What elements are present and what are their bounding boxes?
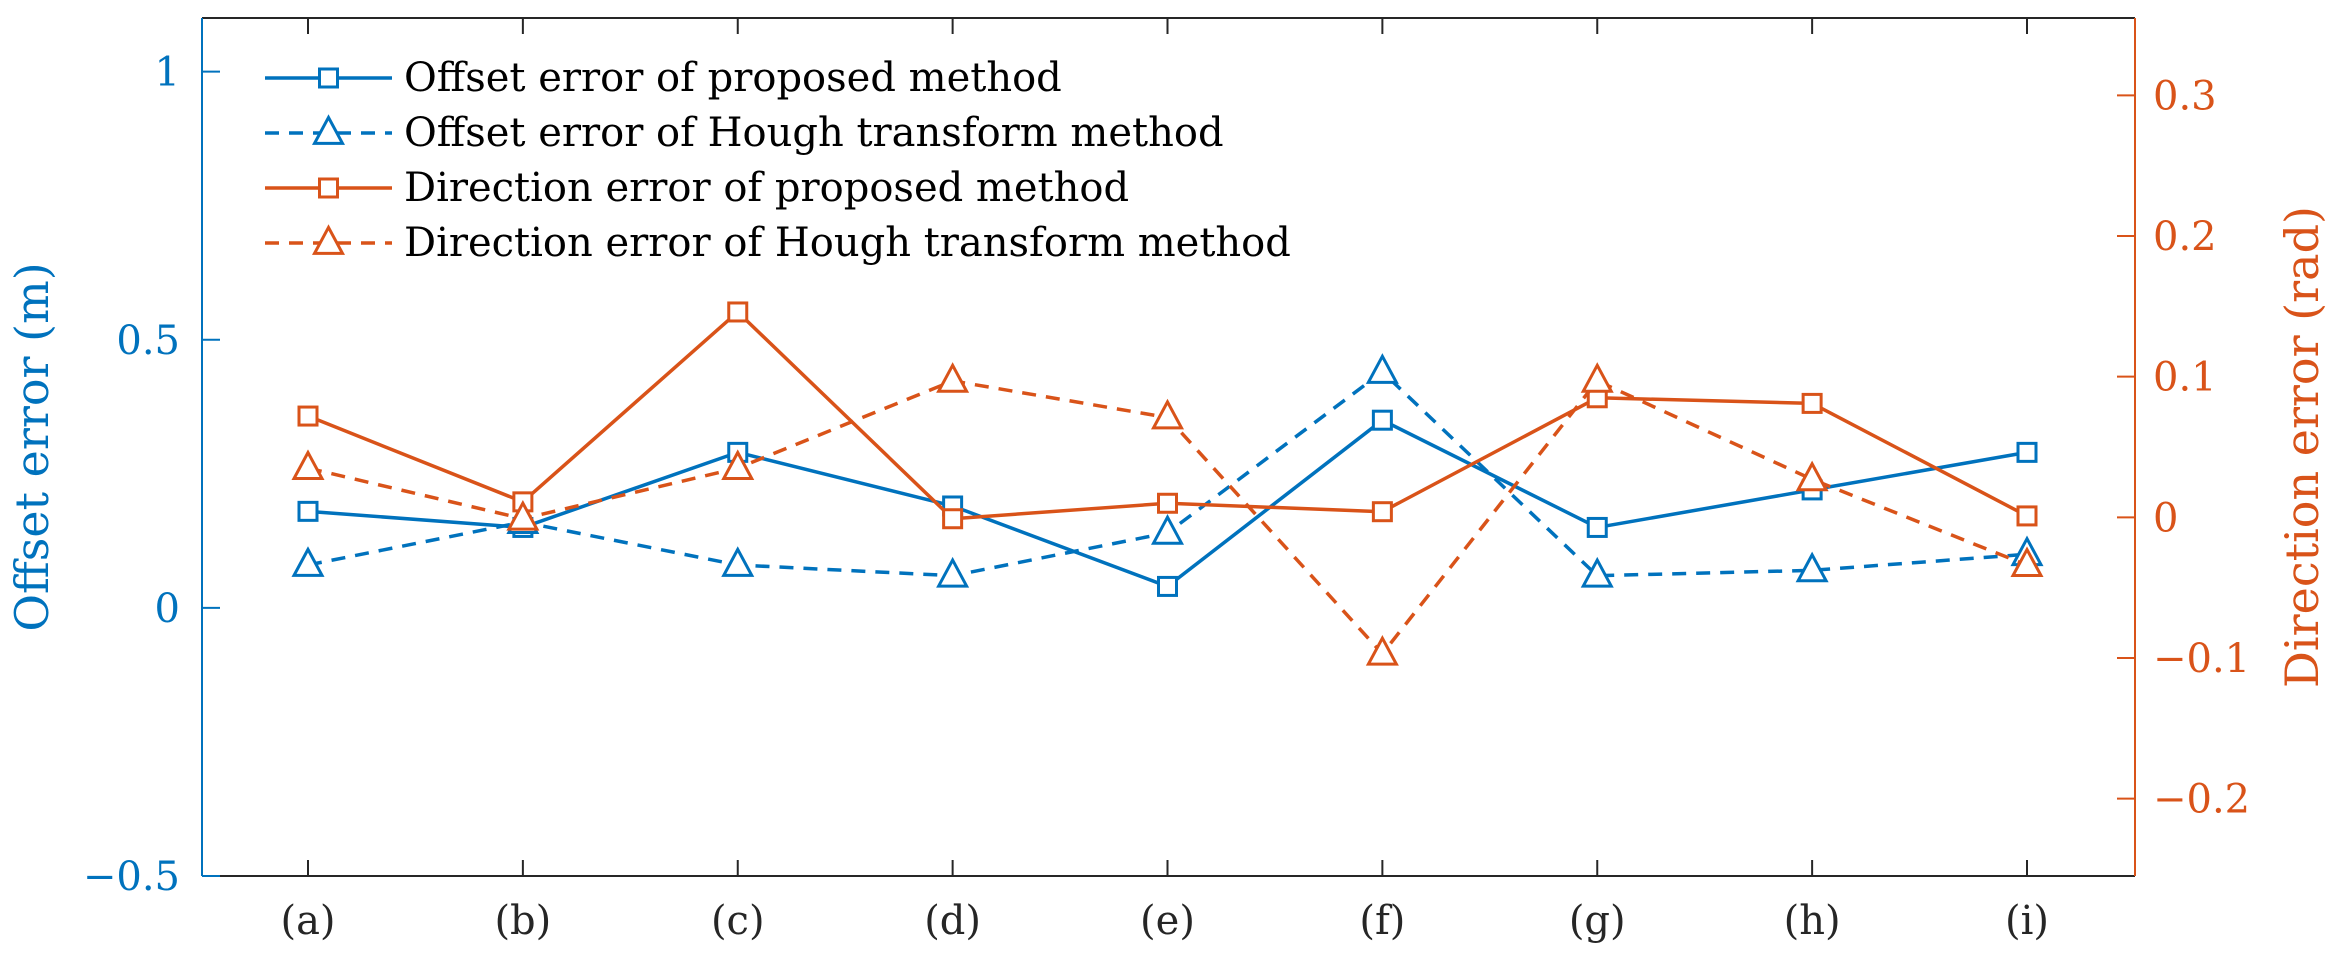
right-y-tick-label: 0.1 xyxy=(2153,355,2217,401)
data-point xyxy=(942,508,964,530)
legend-label: Offset error of proposed method xyxy=(404,55,1062,101)
legend-label: Offset error of Hough transform method xyxy=(404,110,1224,156)
series-layer xyxy=(291,301,2044,666)
data-point xyxy=(1157,575,1178,597)
right-y-tick-label: 0.3 xyxy=(2153,73,2217,119)
data-point xyxy=(936,556,970,588)
data-point xyxy=(2016,505,2038,527)
right-y-axis-label: Direction error (rad) xyxy=(2275,206,2329,688)
left-y-tick-label: −0.5 xyxy=(83,854,180,900)
x-tick-label: (c) xyxy=(711,898,765,944)
data-point xyxy=(297,405,319,427)
left-y-tick-label: 0.5 xyxy=(116,318,180,364)
x-tick-label: (f) xyxy=(1359,898,1405,944)
right-y-tick-label: −0.2 xyxy=(2153,777,2250,823)
data-point xyxy=(1580,556,1614,588)
data-point xyxy=(1795,551,1829,583)
series-3 xyxy=(297,301,2038,530)
x-tick-label: (e) xyxy=(1140,898,1195,944)
data-point xyxy=(1580,362,1614,393)
data-point xyxy=(291,546,325,577)
left-y-tick-label: 1 xyxy=(155,50,180,96)
x-tick-label: (b) xyxy=(494,898,551,944)
x-tick-label: (d) xyxy=(924,898,981,944)
data-point xyxy=(1795,460,1829,492)
x-tick-label: (g) xyxy=(1569,898,1626,944)
right-y-tick-label: −0.1 xyxy=(2153,636,2250,682)
legend-entry: Direction error of proposed method xyxy=(265,165,1129,211)
series-4 xyxy=(291,362,2044,666)
axes-layer: (a) (b) (c) (d) (e) (f) (g) (h) (i) −0.5 0 0.5 1 −0.2… xyxy=(5,18,2329,944)
data-point xyxy=(1150,514,1185,545)
data-point xyxy=(506,499,540,531)
data-point xyxy=(936,362,970,393)
data-point xyxy=(1371,409,1393,431)
legend-marker xyxy=(318,67,339,89)
data-point xyxy=(1365,635,1399,666)
data-point xyxy=(297,500,319,522)
data-point xyxy=(1150,398,1185,430)
legend: Offset error of proposed method Offset er… xyxy=(265,55,1291,266)
data-point xyxy=(721,546,755,577)
right-y-tick-label: 0 xyxy=(2153,495,2178,541)
x-tick-label: (h) xyxy=(1784,898,1841,944)
data-point xyxy=(1365,353,1399,384)
legend-label: Direction error of Hough transform metho… xyxy=(404,220,1291,266)
x-tick-label: (a) xyxy=(280,898,335,944)
data-point xyxy=(1586,516,1608,538)
data-point xyxy=(2016,441,2038,463)
data-point xyxy=(1371,501,1393,523)
data-point xyxy=(727,301,749,323)
data-point xyxy=(2010,546,2044,578)
data-point xyxy=(1157,492,1178,514)
legend-label: Direction error of proposed method xyxy=(404,165,1129,211)
data-point xyxy=(291,449,325,480)
left-y-tick-label: 0 xyxy=(155,586,180,632)
legend-entry: Direction error of Hough transform metho… xyxy=(265,220,1291,266)
legend-marker xyxy=(311,114,346,145)
legend-marker xyxy=(311,224,346,255)
left-y-axis-label: Offset error (m) xyxy=(5,262,59,631)
legend-entry: Offset error of proposed method xyxy=(265,55,1062,101)
x-tick-label: (i) xyxy=(2005,898,2049,944)
right-y-tick-label: 0.2 xyxy=(2153,214,2217,260)
legend-entry: Offset error of Hough transform method xyxy=(265,110,1224,156)
data-point xyxy=(1801,392,1823,414)
legend-marker xyxy=(318,177,339,199)
data-point xyxy=(721,449,755,480)
